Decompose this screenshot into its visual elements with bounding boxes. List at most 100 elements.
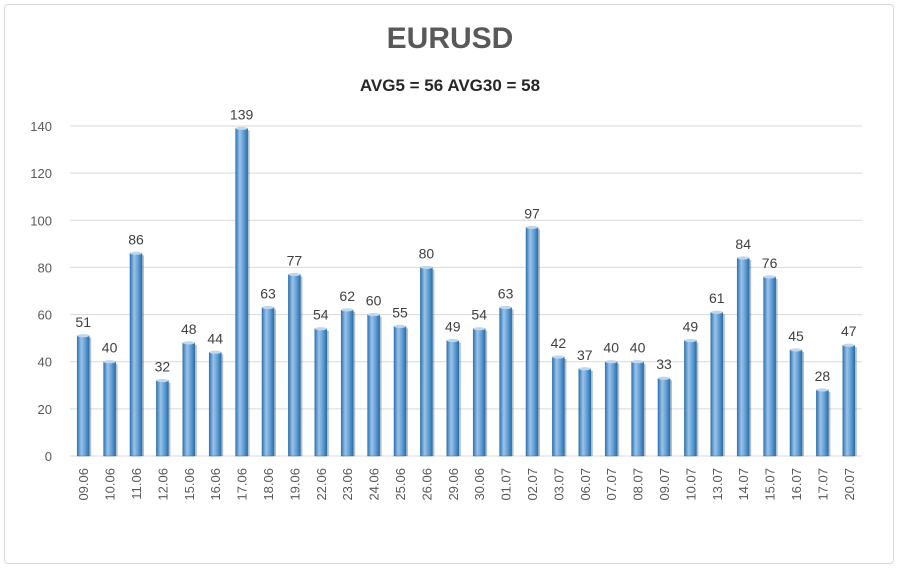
x-tick-label: 22.06	[314, 468, 329, 501]
x-tick-label: 09.07	[657, 468, 672, 501]
bar	[208, 352, 222, 457]
y-tick-label: 60	[38, 308, 52, 323]
data-label: 33	[656, 356, 672, 372]
x-tick-label: 14.07	[736, 468, 751, 501]
bar	[182, 342, 196, 457]
bar	[367, 314, 380, 457]
y-tick-label: 80	[38, 260, 52, 275]
bar	[156, 380, 169, 457]
x-tick-label: 25.06	[393, 468, 408, 501]
bar	[816, 389, 829, 457]
bar	[235, 128, 248, 457]
bar	[420, 267, 433, 457]
y-tick-label: 40	[38, 355, 52, 370]
y-tick-label: 100	[30, 213, 52, 228]
x-tick-label: 18.06	[261, 468, 276, 501]
chart-subtitle: AVG5 = 56 AVG30 = 58	[359, 76, 541, 95]
bar	[710, 311, 724, 457]
data-label: 47	[841, 323, 857, 339]
x-tick-label: 17.07	[815, 468, 830, 501]
x-tick-label: 29.06	[446, 468, 461, 501]
data-label: 77	[287, 253, 303, 269]
x-tick-label: 11.06	[129, 468, 144, 500]
data-label: 37	[577, 347, 593, 363]
bar	[261, 307, 275, 457]
data-label: 49	[445, 319, 461, 335]
data-label: 54	[471, 307, 487, 323]
bar-cap	[262, 305, 274, 310]
bar-cap	[631, 360, 644, 364]
x-tick-label: 30.06	[472, 468, 487, 501]
data-label: 86	[128, 231, 144, 247]
bars	[76, 126, 857, 457]
data-labels: 51 40 86 32 48 44 139 63 77 54 62 60 55 80 49 54 63 97 42 3…	[75, 106, 856, 384]
bar	[340, 309, 354, 457]
x-tick-label: 03.07	[551, 468, 566, 501]
x-tick-label: 19.06	[287, 468, 302, 501]
bar	[631, 361, 644, 457]
x-tick-label: 13.07	[710, 468, 725, 501]
bar-cap	[658, 376, 670, 380]
bar-cap	[209, 350, 222, 354]
x-tick-label: 17.06	[235, 468, 250, 501]
bar-cap	[182, 341, 195, 345]
bar-cap	[420, 265, 433, 270]
bar-cap	[684, 338, 697, 343]
y-axis: 0 20 40 60 80 100 120 140	[30, 119, 52, 464]
x-tick-label: 10.07	[683, 468, 698, 501]
x-tick-label: 16.06	[208, 468, 223, 501]
bar-cap	[763, 275, 776, 279]
data-label: 63	[498, 286, 514, 302]
bar	[103, 361, 116, 457]
bar-cap	[341, 308, 354, 312]
data-label: 40	[630, 340, 646, 356]
x-tick-label: 23.06	[340, 468, 355, 501]
data-label: 44	[207, 330, 223, 346]
bar-cap	[130, 251, 142, 255]
bar	[472, 328, 486, 457]
x-tick-label: 07.07	[604, 468, 619, 501]
y-tick-label: 0	[45, 449, 52, 464]
x-tick-label: 02.07	[525, 468, 540, 501]
bar	[499, 307, 512, 457]
x-tick-label: 15.06	[182, 468, 197, 501]
data-label: 55	[392, 304, 408, 320]
data-label: 80	[419, 245, 435, 261]
data-label: 40	[102, 340, 118, 356]
bar-cap	[314, 327, 327, 331]
data-label: 139	[230, 106, 254, 122]
x-tick-label: 24.06	[367, 468, 382, 501]
y-tick-label: 140	[30, 119, 52, 134]
bar-cap	[816, 388, 829, 392]
bar	[578, 368, 592, 457]
x-tick-label: 26.06	[419, 468, 434, 501]
data-label: 60	[366, 293, 382, 309]
x-axis: 09.06 10.06 11.06 12.06 15.06 16.06 17.06 18.06…	[76, 468, 857, 501]
bar-cap	[103, 360, 116, 364]
bar-cap	[288, 272, 301, 277]
bar-cap	[710, 310, 723, 314]
bar	[842, 344, 856, 457]
bar-cap	[394, 324, 406, 328]
bar-cap	[156, 378, 169, 383]
y-tick-label: 120	[30, 166, 52, 181]
data-label: 84	[735, 236, 751, 252]
data-label: 62	[339, 288, 355, 304]
data-label: 51	[75, 314, 91, 330]
data-label: 97	[524, 205, 540, 221]
bar-cap	[790, 348, 802, 352]
bar	[393, 326, 407, 457]
y-tick-label: 20	[38, 402, 52, 417]
bar-cap	[235, 126, 248, 130]
bar	[446, 340, 460, 457]
data-label: 42	[551, 335, 567, 351]
data-label: 40	[603, 340, 619, 356]
bar	[552, 356, 565, 457]
x-tick-label: 20.07	[842, 468, 857, 501]
bar	[604, 361, 618, 457]
bar	[657, 377, 671, 457]
x-tick-label: 08.07	[631, 468, 646, 501]
data-label: 61	[709, 290, 725, 306]
data-label: 48	[181, 321, 197, 337]
